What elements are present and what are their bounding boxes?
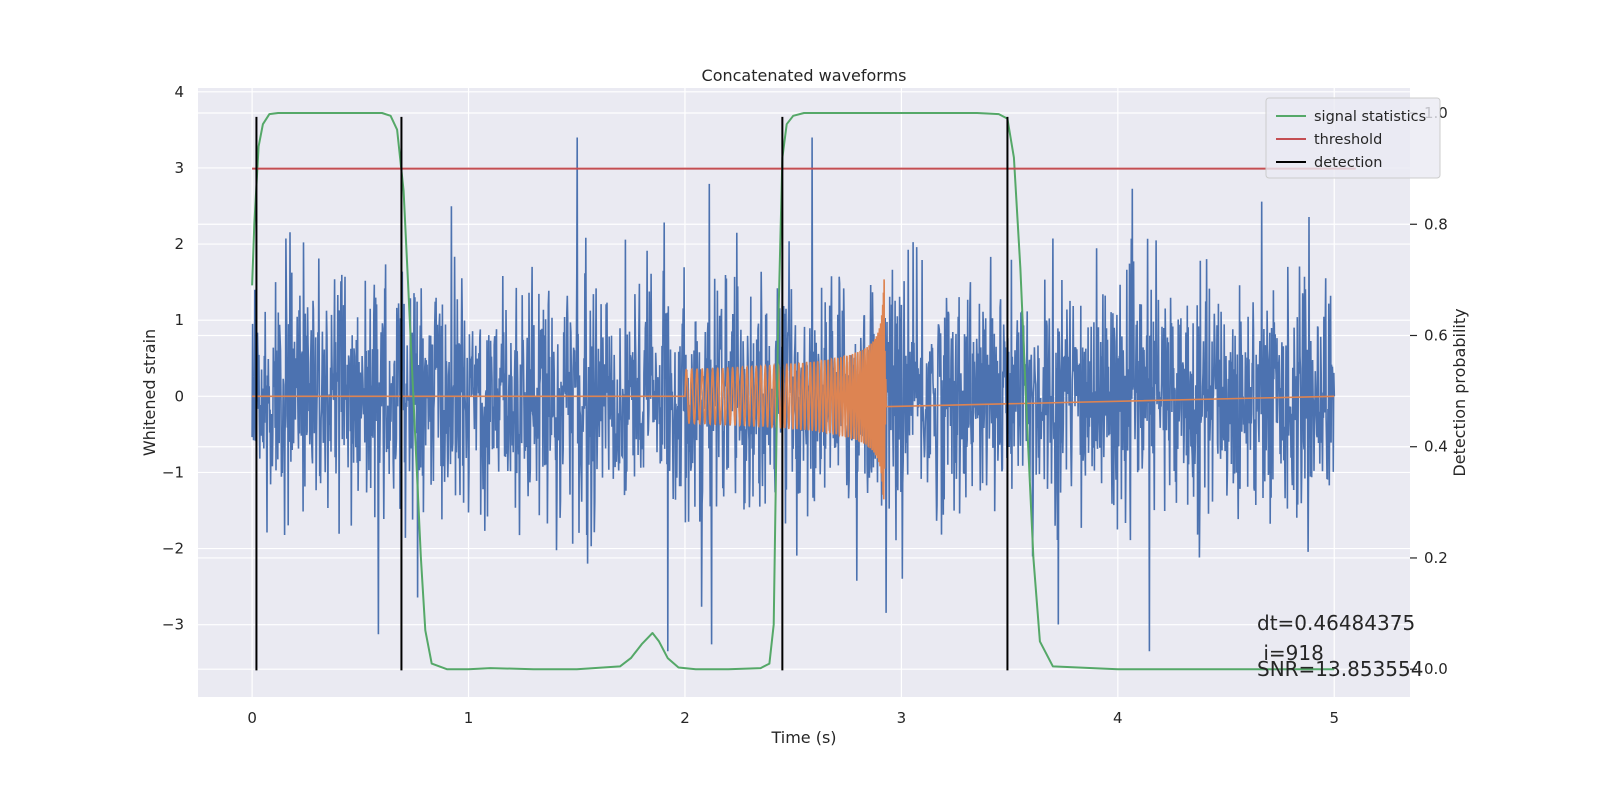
y-tick-label: 3 bbox=[174, 159, 184, 177]
whitened-strain-line bbox=[251, 137, 1336, 652]
y-tick-label: −1 bbox=[162, 463, 184, 481]
y-tick-label: 0 bbox=[174, 387, 184, 405]
x-tick-label: 0 bbox=[247, 709, 257, 727]
x-tick-label: 3 bbox=[897, 709, 907, 727]
x-tick-label: 5 bbox=[1329, 709, 1339, 727]
template-waveform-line bbox=[252, 279, 1335, 500]
y-tick-label: −3 bbox=[162, 616, 184, 634]
y-right-tick-label: 0.2 bbox=[1424, 549, 1448, 567]
annotation-index: i=918 bbox=[1257, 641, 1324, 665]
y-tick-label: 4 bbox=[174, 83, 184, 101]
annotation-snr: SNR=13.853554 bbox=[1257, 657, 1423, 681]
x-tick-label: 4 bbox=[1113, 709, 1123, 727]
legend-label-signal-statistics: signal statistics bbox=[1314, 109, 1426, 125]
data-series bbox=[251, 112, 1356, 671]
y-right-tick-label: 0.8 bbox=[1424, 215, 1448, 233]
y-axis-title: Whitened strain bbox=[140, 329, 159, 456]
legend: signal statistics threshold detection bbox=[1265, 97, 1441, 179]
y-tick-label: 2 bbox=[174, 235, 184, 253]
x-tick-label: 1 bbox=[464, 709, 474, 727]
signal-statistics-line bbox=[251, 112, 1335, 671]
y-tick-label: 1 bbox=[174, 311, 184, 329]
x-tick-label: 2 bbox=[680, 709, 690, 727]
legend-label-threshold: threshold bbox=[1314, 132, 1382, 148]
chart-title: Concatenated waveforms bbox=[702, 66, 907, 85]
legend-box bbox=[1265, 97, 1441, 179]
x-axis-title: Time (s) bbox=[770, 728, 836, 747]
annotation-dt: dt=0.46484375 bbox=[1257, 611, 1415, 635]
y-right-tick-label: 0.4 bbox=[1424, 438, 1448, 456]
y-right-tick-label: 0.6 bbox=[1424, 326, 1448, 344]
y-tick-label: −2 bbox=[162, 540, 184, 558]
legend-label-detection: detection bbox=[1314, 155, 1382, 171]
y-right-axis-title: Detection probability bbox=[1450, 308, 1469, 476]
y-right-tick-label: 0.0 bbox=[1424, 660, 1448, 678]
